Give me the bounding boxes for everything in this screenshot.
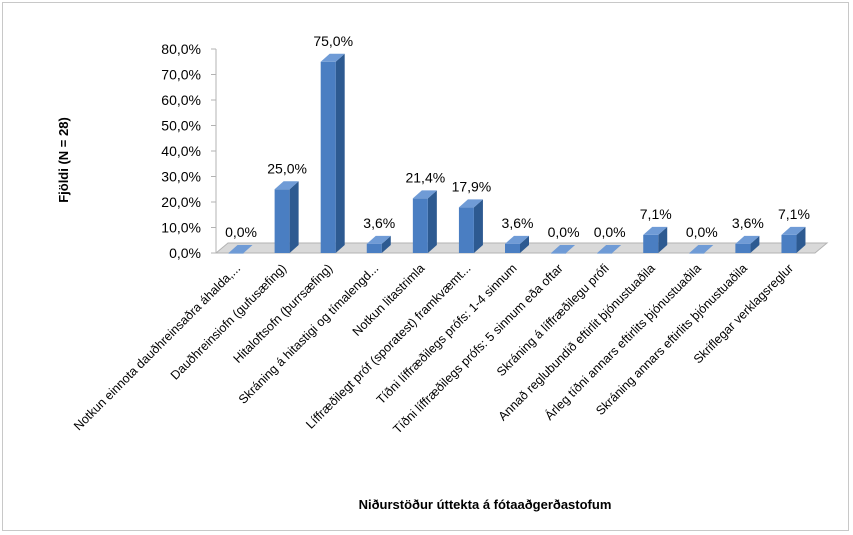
data-label: 0,0% — [225, 224, 257, 240]
bar-front — [412, 198, 428, 253]
data-label: 17,9% — [452, 178, 492, 194]
bar-front — [597, 253, 613, 254]
bar — [412, 190, 437, 253]
bar-side — [381, 235, 391, 253]
bar — [643, 226, 668, 253]
bar — [735, 235, 760, 253]
y-tick-label: 70,0% — [161, 67, 201, 83]
data-label: 7,1% — [778, 206, 810, 222]
bar-top — [274, 181, 299, 190]
y-tick-label: 60,0% — [161, 92, 201, 108]
bar — [551, 245, 576, 254]
bar — [228, 245, 253, 254]
bar — [689, 245, 714, 254]
bar-top — [551, 245, 576, 253]
category-label: Líffræðilegt próf (sporatest) framkvæmt.… — [303, 261, 473, 431]
bar-front — [643, 234, 659, 253]
bar-top — [320, 53, 345, 62]
bar-top — [643, 226, 668, 235]
bar-front — [505, 243, 520, 253]
bar — [781, 226, 806, 253]
bar-front — [689, 253, 705, 254]
bar-side — [658, 226, 668, 253]
y-tick-label: 0,0% — [169, 245, 201, 261]
bar-side — [473, 199, 483, 253]
y-tick-label: 30,0% — [161, 169, 201, 185]
data-label: 25,0% — [267, 160, 307, 176]
data-label: 21,4% — [405, 169, 445, 185]
data-label: 0,0% — [686, 224, 718, 240]
category-label: Árleg tíðni annars eftirlits þjónustuaði… — [541, 260, 703, 422]
bar — [366, 235, 391, 253]
bar-front — [320, 61, 336, 253]
bar-top — [412, 190, 437, 199]
bar-side — [520, 235, 529, 253]
data-labels: 0,0% 25,0% 75,0% 3,6% 21,4% 17,9% 3,6% 0,0% 0,0%… — [225, 33, 810, 240]
bar-side — [427, 190, 437, 253]
bar-top — [458, 199, 483, 208]
y-tick-label: 20,0% — [161, 194, 201, 210]
bar — [505, 235, 529, 253]
x-axis-title: Niðurstöður úttekta á fótaaðgerðastofum — [359, 497, 612, 512]
bar-top — [689, 245, 714, 253]
bar-front — [551, 253, 567, 254]
bar-side — [796, 226, 806, 253]
bar — [597, 245, 622, 254]
category-label: Notkun einnota dauðhreinsaðra áhalda,... — [71, 261, 243, 433]
bar-top — [228, 245, 253, 253]
data-label: 75,0% — [313, 33, 353, 49]
bar-chart: 0,0% 10,0% 20,0% 30,0% 40,0% 50,0% 60,0% 70,0% 8… — [56, 33, 829, 512]
y-axis-ticks: 0,0% 10,0% 20,0% 30,0% 40,0% 50,0% 60,0% 70,0% 8… — [161, 41, 216, 261]
bar — [458, 199, 483, 253]
y-tick-label: 40,0% — [161, 143, 201, 159]
category-label: Tíðni líffræðilegs prófs: 5 sinnum eða o… — [390, 261, 565, 436]
bar — [274, 181, 299, 253]
bar — [320, 53, 345, 253]
bar-side — [335, 53, 345, 253]
data-label: 3,6% — [502, 215, 534, 231]
bar-front — [458, 207, 474, 253]
data-label: 0,0% — [548, 224, 580, 240]
bar-front — [274, 189, 290, 253]
data-label: 3,6% — [732, 215, 764, 231]
x-axis-categories: Notkun einnota dauðhreinsaðra áhalda,...… — [71, 260, 796, 436]
bar-side — [289, 181, 299, 253]
bar-top — [735, 235, 760, 244]
y-axis-title: Fjöldi (N = 28) — [56, 117, 71, 203]
bar-series — [228, 53, 806, 254]
bar-front — [735, 243, 751, 253]
bar-top — [505, 235, 529, 244]
bar-top — [366, 235, 391, 244]
bar-front — [781, 234, 797, 253]
bar-top — [597, 245, 622, 253]
bar-front — [228, 253, 244, 254]
y-tick-label: 80,0% — [161, 41, 201, 57]
data-label: 7,1% — [640, 206, 672, 222]
data-label: 3,6% — [363, 215, 395, 231]
bar-front — [366, 243, 382, 253]
bar-side — [750, 235, 760, 253]
y-tick-label: 50,0% — [161, 118, 201, 134]
y-tick-label: 10,0% — [161, 220, 201, 236]
bar-top — [781, 226, 806, 235]
data-label: 0,0% — [594, 224, 626, 240]
